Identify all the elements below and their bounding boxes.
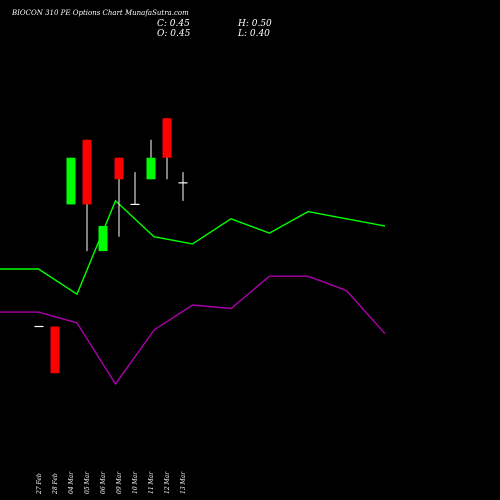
close-value: C: 0.45: [157, 19, 190, 29]
x-tick-label: 09 Mar: [116, 471, 123, 494]
candle-body: [50, 326, 60, 374]
lower-line: [0, 275, 386, 386]
indicator-lines: [0, 199, 386, 386]
low-value: L: 0.40: [238, 29, 270, 39]
candles: [34, 118, 188, 374]
candle-body: [162, 118, 172, 158]
x-tick-label: 04 Mar: [68, 471, 75, 494]
candle-body: [98, 225, 108, 252]
x-axis-labels: 27 Feb 28 Feb 04 Mar 05 Mar 06 Mar 09 Mar 10 M…: [36, 471, 187, 495]
x-tick-label: 05 Mar: [84, 471, 91, 494]
candle-body: [146, 157, 156, 180]
x-tick-label: 13 Mar: [180, 471, 187, 494]
x-tick-label: 06 Mar: [100, 471, 107, 494]
chart-title: BIOCON 310 PE Options Chart MunafaSutra.…: [12, 9, 189, 17]
x-tick-label: 12 Mar: [164, 471, 171, 494]
open-value: O: 0.45: [157, 29, 191, 39]
x-tick-label: 28 Feb: [52, 473, 59, 495]
upper-line: [0, 199, 386, 296]
candle-body: [114, 157, 124, 180]
x-tick-label: 10 Mar: [132, 471, 139, 494]
candle-body: [82, 139, 92, 205]
x-tick-label: 27 Feb: [36, 473, 43, 495]
candle-body: [66, 157, 76, 205]
x-tick-label: 11 Mar: [148, 471, 155, 494]
high-value: H: 0.50: [238, 19, 272, 29]
